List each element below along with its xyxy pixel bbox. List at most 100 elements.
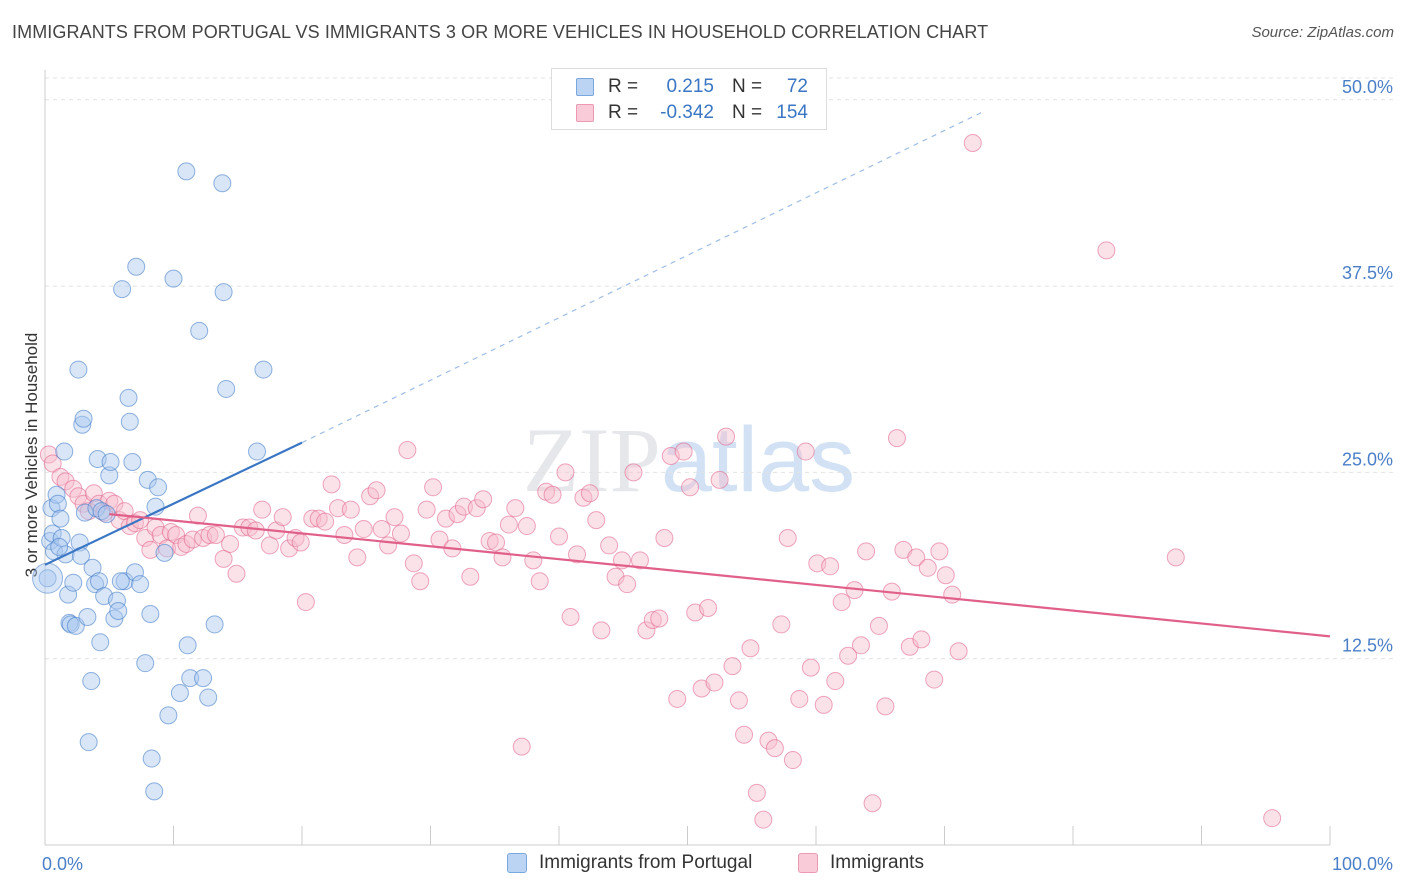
point-immigrants: [524, 551, 543, 570]
point-portugal: [190, 321, 209, 340]
legend-n-label: N =: [732, 102, 763, 123]
legend-r-value: -0.342: [660, 102, 714, 123]
point-immigrants: [221, 534, 240, 553]
point-portugal: [159, 706, 178, 725]
point-immigrants: [227, 564, 246, 583]
point-portugal: [59, 585, 78, 604]
series-portugal-points: [32, 162, 273, 801]
point-immigrants: [328, 499, 347, 518]
point-immigrants: [754, 810, 773, 829]
point-immigrants: [592, 621, 611, 640]
point-portugal: [125, 563, 144, 582]
point-immigrants: [1166, 548, 1185, 567]
point-portugal: [170, 683, 189, 702]
point-portugal: [127, 257, 146, 276]
point-immigrants: [580, 484, 599, 503]
point-immigrants: [561, 607, 580, 626]
point-portugal: [50, 537, 69, 556]
point-immigrants: [637, 621, 656, 640]
point-immigrants: [398, 441, 417, 460]
point-portugal: [41, 531, 60, 550]
point-immigrants: [723, 657, 742, 676]
trend-extension-portugal: [301, 111, 984, 444]
point-portugal: [48, 494, 67, 513]
legend-row-portugal: R = 0.215 N = 72: [576, 75, 808, 99]
point-portugal: [73, 415, 92, 434]
point-immigrants: [876, 697, 895, 716]
point-immigrants: [517, 517, 536, 536]
point-portugal: [214, 283, 233, 302]
legend-swatch-portugal: [576, 78, 594, 96]
point-immigrants: [674, 442, 693, 461]
point-immigrants: [717, 427, 736, 446]
point-immigrants: [1097, 241, 1116, 260]
point-immigrants: [801, 658, 820, 677]
point-portugal: [51, 509, 70, 528]
point-immigrants: [246, 521, 265, 540]
point-immigrants: [487, 533, 506, 552]
point-immigrants: [348, 548, 367, 567]
point-immigrants: [741, 639, 760, 658]
source-credit: Source: ZipAtlas.com: [1251, 24, 1394, 41]
point-immigrants: [39, 445, 58, 464]
point-immigrants: [759, 731, 778, 750]
point-portugal: [82, 672, 101, 691]
point-immigrants: [655, 528, 674, 547]
legend-label-portugal: Immigrants from Portugal: [539, 852, 753, 873]
point-immigrants: [930, 542, 949, 561]
point-immigrants: [291, 533, 310, 552]
point-immigrants: [963, 134, 982, 153]
legend-swatch-immigrants: [576, 104, 594, 122]
point-immigrants: [556, 463, 575, 482]
point-immigrants: [530, 572, 549, 591]
point-immigrants: [273, 508, 292, 527]
point-portugal: [177, 162, 196, 181]
point-immigrants: [857, 542, 876, 561]
y-tick-label: 37.5%: [1342, 263, 1393, 283]
point-immigrants: [206, 526, 225, 544]
point-portugal: [149, 478, 168, 497]
point-immigrants: [454, 497, 473, 516]
point-immigrants: [729, 691, 748, 710]
point-portugal: [194, 669, 213, 688]
point-immigrants: [296, 593, 315, 612]
point-immigrants: [887, 429, 906, 448]
point-portugal: [205, 615, 224, 634]
point-immigrants: [461, 567, 480, 586]
point-immigrants: [372, 520, 391, 539]
point-immigrants: [480, 531, 499, 550]
point-portugal: [178, 636, 197, 655]
point-immigrants: [335, 526, 354, 544]
point-immigrants: [499, 515, 518, 534]
point-immigrants: [851, 636, 870, 655]
point-immigrants: [668, 689, 687, 708]
correlation-legend: R = 0.215 N = 72 R = -0.342 N = 154: [551, 68, 827, 130]
point-immigrants: [587, 511, 606, 530]
point-immigrants: [783, 751, 802, 770]
point-portugal: [248, 442, 267, 461]
x-tick-label: 100.0%: [1332, 854, 1393, 874]
trend-line-portugal: [44, 441, 303, 566]
point-portugal: [141, 604, 160, 623]
point-immigrants: [821, 557, 840, 576]
legend-n-value: 72: [786, 76, 808, 97]
point-portugal: [213, 174, 232, 193]
point-portugal: [145, 782, 164, 801]
point-immigrants: [260, 536, 279, 555]
watermark: ZIPatlas: [523, 409, 855, 511]
point-immigrants: [424, 478, 443, 497]
point-immigrants: [253, 500, 272, 519]
point-immigrants: [474, 490, 493, 509]
point-portugal: [69, 360, 88, 379]
point-portugal: [138, 470, 157, 489]
point-immigrants: [84, 484, 103, 503]
point-immigrants: [543, 485, 562, 504]
point-immigrants: [643, 610, 662, 629]
point-immigrants: [448, 505, 467, 524]
point-portugal: [119, 388, 138, 407]
trend-lines: [44, 111, 1331, 638]
point-portugal: [92, 502, 111, 521]
point-immigrants: [600, 536, 619, 555]
point-immigrants: [214, 549, 233, 568]
